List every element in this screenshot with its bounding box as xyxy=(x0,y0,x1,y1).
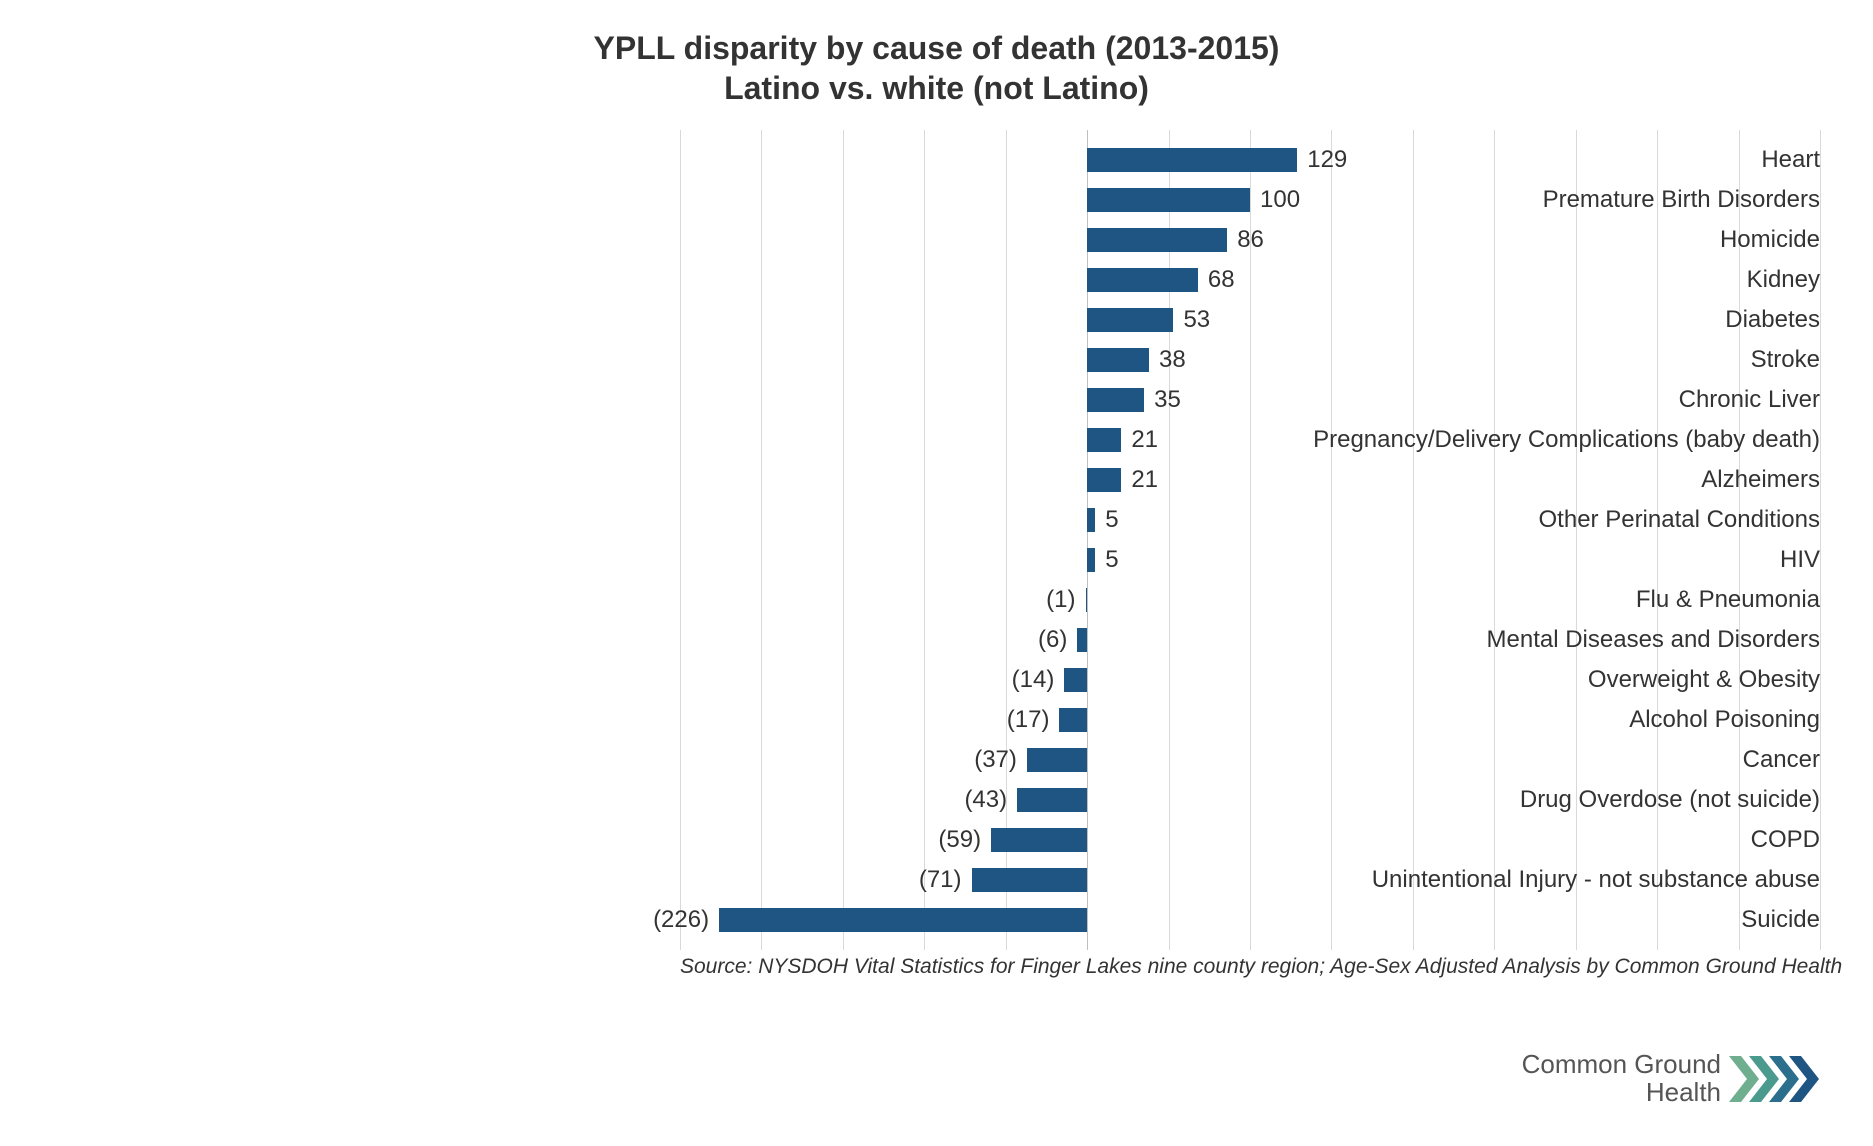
bar-value: 68 xyxy=(1208,266,1235,294)
bar-row: Stroke 38 xyxy=(60,340,1820,380)
bar-label: Pregnancy/Delivery Complications (baby d… xyxy=(1214,426,1820,454)
bar-label: Diabetes xyxy=(1214,306,1820,334)
bar xyxy=(1059,708,1087,732)
bar-label: Mental Diseases and Disorders xyxy=(1214,626,1820,654)
bar-row: Alzheimers 21 xyxy=(60,460,1820,500)
bar xyxy=(1087,188,1250,212)
bar-value: 5 xyxy=(1105,506,1118,534)
bar-value: 35 xyxy=(1154,386,1181,414)
bar-label: Alzheimers xyxy=(1214,466,1820,494)
bar-label: HIV xyxy=(1214,546,1820,574)
bar-row: HIV 5 xyxy=(60,540,1820,580)
bar-label: Heart xyxy=(1214,146,1820,174)
bar-value: (43) xyxy=(964,786,1007,814)
bar-value: 21 xyxy=(1131,466,1158,494)
bar xyxy=(1087,468,1121,492)
logo-line-1: Common Ground xyxy=(1522,1051,1721,1078)
bar xyxy=(972,868,1088,892)
bar-value: (14) xyxy=(1012,666,1055,694)
bar-row: Premature Birth Disorders100 xyxy=(60,180,1820,220)
bar-row: Chronic Liver 35 xyxy=(60,380,1820,420)
bar xyxy=(1087,428,1121,452)
bar-label: Overweight & Obesity xyxy=(1214,666,1820,694)
bar-label: Cancer xyxy=(1214,746,1820,774)
bar-row: Cancer (37) xyxy=(60,740,1820,780)
bar-row: Pregnancy/Delivery Complications (baby d… xyxy=(60,420,1820,460)
plot-area: Heart129Premature Birth Disorders100Homi… xyxy=(60,130,1820,950)
bar xyxy=(719,908,1087,932)
bar-label: Chronic Liver xyxy=(1214,386,1820,414)
bar-label: Suicide xyxy=(1214,906,1820,934)
bar-label: Alcohol Poisoning xyxy=(1214,706,1820,734)
bar xyxy=(1087,348,1149,372)
bar-row: Flu & Pneumonia (1) xyxy=(60,580,1820,620)
logo-chevrons-icon xyxy=(1729,1054,1823,1104)
bar-row: Alcohol Poisoning (17) xyxy=(60,700,1820,740)
bar-row: Unintentional Injury - not substance abu… xyxy=(60,860,1820,900)
bar-value: (37) xyxy=(974,746,1017,774)
bar-row: Heart129 xyxy=(60,140,1820,180)
bar xyxy=(1017,788,1087,812)
bar-value: 86 xyxy=(1237,226,1264,254)
bar xyxy=(1087,508,1095,532)
bar-row: Suicide (226) xyxy=(60,900,1820,940)
bar-label: Kidney xyxy=(1214,266,1820,294)
bar xyxy=(1087,388,1144,412)
bar-label: Premature Birth Disorders xyxy=(1214,186,1820,214)
bar-row: Overweight & Obesity (14) xyxy=(60,660,1820,700)
bar xyxy=(1087,228,1227,252)
bar xyxy=(1077,628,1087,652)
gridline xyxy=(1820,130,1821,950)
bar-row: Diabetes53 xyxy=(60,300,1820,340)
bar-row: Drug Overdose (not suicide) (43) xyxy=(60,780,1820,820)
bar-value: (71) xyxy=(919,866,962,894)
bar-row: Other Perinatal Conditions 5 xyxy=(60,500,1820,540)
bar-row: COPD (59) xyxy=(60,820,1820,860)
bar-value: 100 xyxy=(1260,186,1300,214)
bar-row: Kidney68 xyxy=(60,260,1820,300)
bar-value: (59) xyxy=(938,826,981,854)
bar-label: Stroke xyxy=(1214,346,1820,374)
bar-label: Homicide xyxy=(1214,226,1820,254)
bar-label: Flu & Pneumonia xyxy=(1214,586,1820,614)
bar xyxy=(1027,748,1087,772)
bar xyxy=(1064,668,1087,692)
bar-value: 5 xyxy=(1105,546,1118,574)
bar-label: COPD xyxy=(1214,826,1820,854)
logo-line-2: Health xyxy=(1522,1079,1721,1106)
bar-label: Unintentional Injury - not substance abu… xyxy=(1214,866,1820,894)
bar-value: (17) xyxy=(1007,706,1050,734)
title-line-2: Latino vs. white (not Latino) xyxy=(0,68,1873,108)
bar xyxy=(1087,148,1297,172)
bar xyxy=(991,828,1087,852)
title-line-1: YPLL disparity by cause of death (2013-2… xyxy=(0,28,1873,68)
bar xyxy=(1087,308,1173,332)
bar-value: 129 xyxy=(1307,146,1347,174)
bar xyxy=(1086,588,1088,612)
bar-value: 53 xyxy=(1183,306,1210,334)
bar-row: Homicide86 xyxy=(60,220,1820,260)
bar-row: Mental Diseases and Disorders (6) xyxy=(60,620,1820,660)
bar-value: (1) xyxy=(1046,586,1075,614)
source-text: Source: NYSDOH Vital Statistics for Fing… xyxy=(680,955,1842,979)
logo-text: Common Ground Health xyxy=(1522,1051,1721,1106)
bar-value: 21 xyxy=(1131,426,1158,454)
bar-value: 38 xyxy=(1159,346,1186,374)
bar-value: (6) xyxy=(1038,626,1067,654)
bar-value: (226) xyxy=(653,906,709,934)
bar xyxy=(1087,268,1198,292)
bar-label: Other Perinatal Conditions xyxy=(1214,506,1820,534)
bar xyxy=(1087,548,1095,572)
chart-area: Heart129Premature Birth Disorders100Homi… xyxy=(60,130,1820,950)
bar-label: Drug Overdose (not suicide) xyxy=(1214,786,1820,814)
brand-logo: Common Ground Health xyxy=(1522,1051,1823,1106)
chart-title: YPLL disparity by cause of death (2013-2… xyxy=(0,0,1873,108)
